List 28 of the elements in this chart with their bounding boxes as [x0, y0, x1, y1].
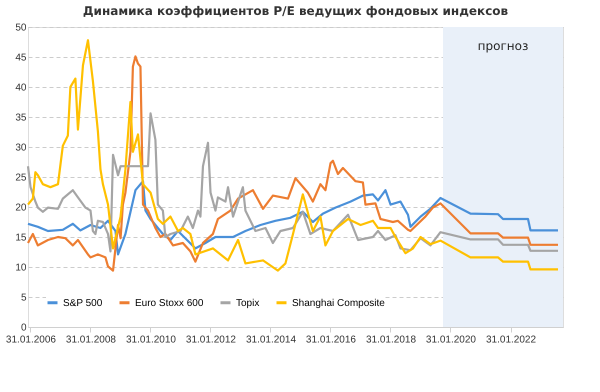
y-tick-label: 0 — [20, 322, 27, 334]
x-tick-label: 31.01.2008 — [66, 334, 116, 346]
y-tick-label: 50 — [15, 22, 27, 34]
x-tick-label: 31.01.2010 — [126, 334, 176, 346]
line-series — [26, 112, 560, 252]
y-tick-label: 40 — [15, 82, 27, 94]
x-tick-label: 31.01.2020 — [426, 334, 476, 346]
y-tick-label: 5 — [20, 292, 27, 304]
x-tick-label: 31.01.2014 — [246, 334, 296, 346]
y-tick-label: 35 — [15, 112, 27, 124]
y-tick-label: 15 — [15, 232, 27, 244]
x-tick-label: 31.01.2022 — [486, 334, 536, 346]
chart-title: Динамика коэффициентов P/E ведущих фондовых индексов — [82, 4, 509, 18]
y-tick-label: 25 — [15, 172, 27, 184]
band-label: прогноз — [478, 39, 528, 53]
y-tick-label: 20 — [15, 202, 27, 214]
line-series — [26, 180, 560, 256]
legend-label: Euro Stoxx 600 — [135, 298, 204, 309]
y-tick-label: 45 — [15, 52, 27, 64]
x-tick-label: 31.01.2018 — [366, 334, 416, 346]
legend-label: Topix — [236, 298, 260, 309]
x-tick-label: 31.01.2016 — [306, 334, 356, 346]
y-tick-label: 30 — [15, 142, 27, 154]
y-tick-label: 10 — [15, 262, 27, 274]
x-tick-label: 31.01.2012 — [186, 334, 236, 346]
x-tick-label: 31.01.2006 — [6, 334, 56, 346]
legend-label: S&P 500 — [63, 298, 103, 309]
legend-label: Shanghai Composite — [292, 298, 386, 309]
